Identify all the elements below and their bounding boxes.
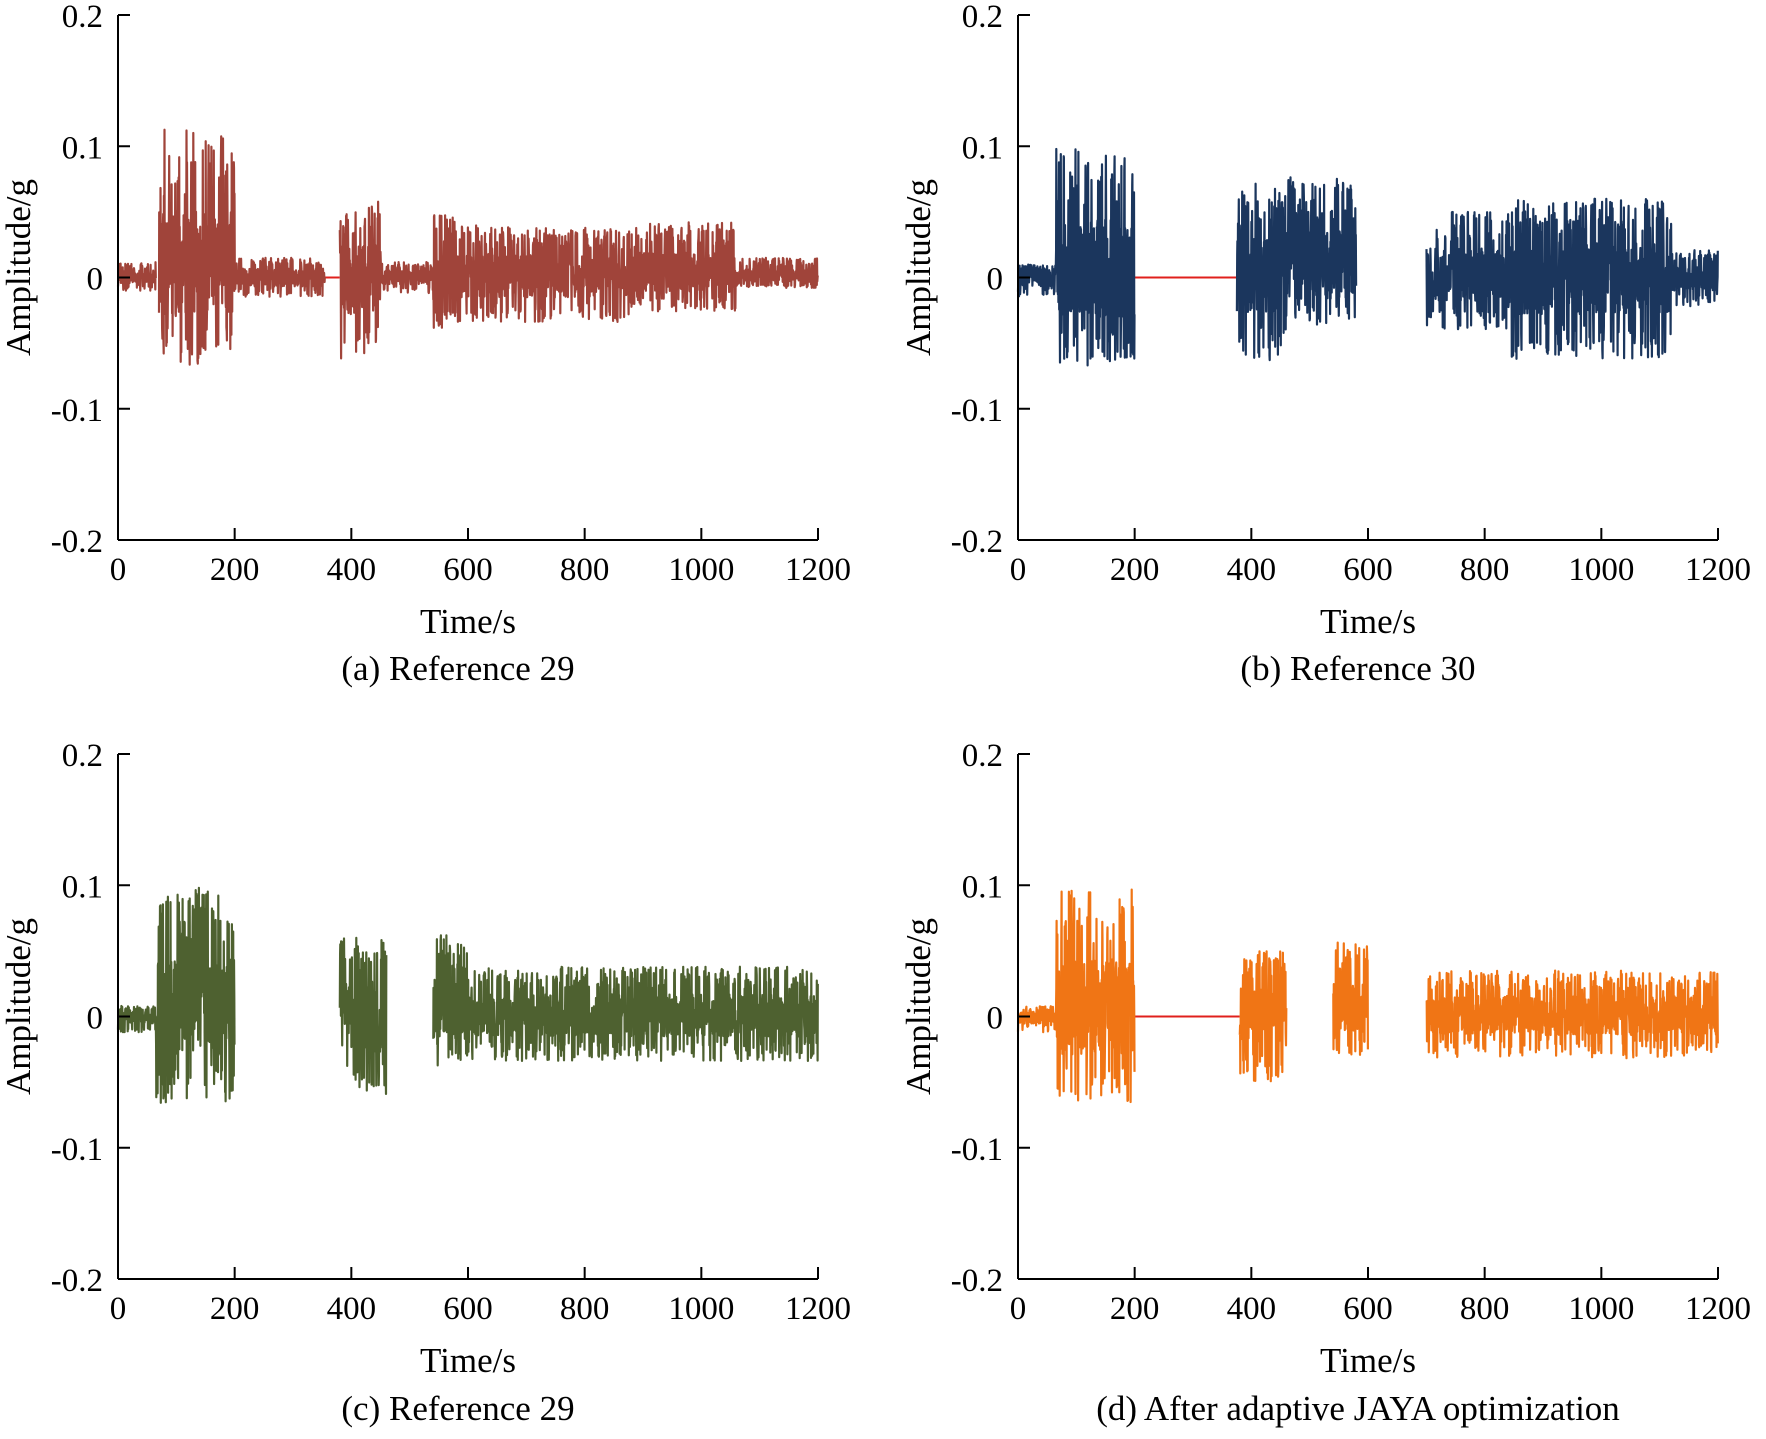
y-tick-label: -0.1	[951, 1132, 1003, 1168]
x-tick-label: 600	[1343, 552, 1393, 588]
x-axis-title: Time/s	[420, 602, 516, 641]
y-axis-title: Amplitude/g	[0, 179, 38, 356]
panel-c: -0.2 -0.1 0 0.1 0.2 0 200 400 600 800 1000 1200 Time…	[0, 738, 851, 1428]
x-axis-title: Time/s	[420, 1341, 516, 1380]
y-tick-label: 0.2	[62, 0, 103, 35]
x-tick-label: 1000	[1568, 1291, 1634, 1327]
panel-caption: (d) After adaptive JAYA optimization	[1096, 1389, 1620, 1428]
y-axis-title: Amplitude/g	[0, 918, 38, 1095]
x-tick-label: 200	[210, 552, 260, 588]
panel-a: -0.2 -0.1 0 0.1 0.2 0 200 400 600 800 1000 1200 Time…	[0, 0, 851, 688]
x-tick-label: 1000	[668, 552, 734, 588]
x-tick-label: 0	[110, 1291, 127, 1327]
panel-caption: (c) Reference 29	[341, 1389, 574, 1428]
y-tick-label: 0	[87, 1001, 104, 1037]
x-tick-label: 400	[327, 1291, 377, 1327]
y-tick-label: 0.2	[962, 738, 1003, 774]
x-tick-label: 800	[560, 552, 610, 588]
x-tick-label: 600	[1343, 1291, 1393, 1327]
x-tick-label: 800	[560, 1291, 610, 1327]
y-tick-label: 0.1	[962, 869, 1003, 905]
x-tick-label: 1200	[785, 1291, 851, 1327]
x-tick-label: 0	[1010, 1291, 1027, 1327]
y-tick-label: 0	[987, 262, 1004, 298]
signal-trace-a	[118, 130, 818, 365]
x-tick-label: 400	[327, 552, 377, 588]
y-tick-label: -0.2	[51, 524, 103, 560]
y-axis-title: Amplitude/g	[899, 918, 938, 1095]
x-tick-label: 200	[1110, 552, 1160, 588]
signal-trace-c	[118, 888, 818, 1103]
y-tick-label: 0.1	[62, 130, 103, 166]
panel-caption: (b) Reference 30	[1240, 649, 1475, 688]
y-tick-label: -0.2	[951, 1263, 1003, 1299]
panel-d: -0.2 -0.1 0 0.1 0.2 0 200 400 600 800 1000 1200 Time…	[899, 738, 1751, 1428]
signal-trace-b	[1018, 149, 1718, 365]
signal-trace-d	[1018, 890, 1718, 1102]
x-tick-label: 400	[1227, 1291, 1277, 1327]
y-tick-label: -0.1	[951, 393, 1003, 429]
y-tick-label: -0.2	[51, 1263, 103, 1299]
y-tick-label: 0	[87, 262, 104, 298]
x-tick-label: 0	[110, 552, 127, 588]
panel-caption: (a) Reference 29	[341, 649, 574, 688]
y-tick-label: 0.1	[62, 869, 103, 905]
y-tick-label: 0.1	[962, 130, 1003, 166]
y-axis-title: Amplitude/g	[899, 179, 938, 356]
x-axis-title: Time/s	[1320, 1341, 1416, 1380]
x-axis-title: Time/s	[1320, 602, 1416, 641]
y-tick-label: -0.1	[51, 1132, 103, 1168]
x-tick-label: 0	[1010, 552, 1027, 588]
y-tick-label: 0.2	[62, 738, 103, 774]
x-tick-label: 800	[1460, 1291, 1510, 1327]
x-tick-label: 1200	[1685, 552, 1751, 588]
x-tick-label: 600	[443, 552, 493, 588]
x-tick-label: 1000	[668, 1291, 734, 1327]
y-tick-label: 0	[987, 1001, 1004, 1037]
x-tick-label: 400	[1227, 552, 1277, 588]
x-tick-label: 600	[443, 1291, 493, 1327]
figure: -0.2 -0.1 0 0.1 0.2 0 200 400 600 800 1000 1200 Time…	[0, 0, 1766, 1439]
x-tick-label: 200	[1110, 1291, 1160, 1327]
panel-b: -0.2 -0.1 0 0.1 0.2 0 200 400 600 800 1000 1200 Time…	[899, 0, 1751, 688]
x-tick-label: 200	[210, 1291, 260, 1327]
x-tick-label: 800	[1460, 552, 1510, 588]
x-tick-label: 1000	[1568, 552, 1634, 588]
x-tick-label: 1200	[1685, 1291, 1751, 1327]
y-tick-label: -0.2	[951, 524, 1003, 560]
x-tick-label: 1200	[785, 552, 851, 588]
y-tick-label: -0.1	[51, 393, 103, 429]
y-tick-label: 0.2	[962, 0, 1003, 35]
